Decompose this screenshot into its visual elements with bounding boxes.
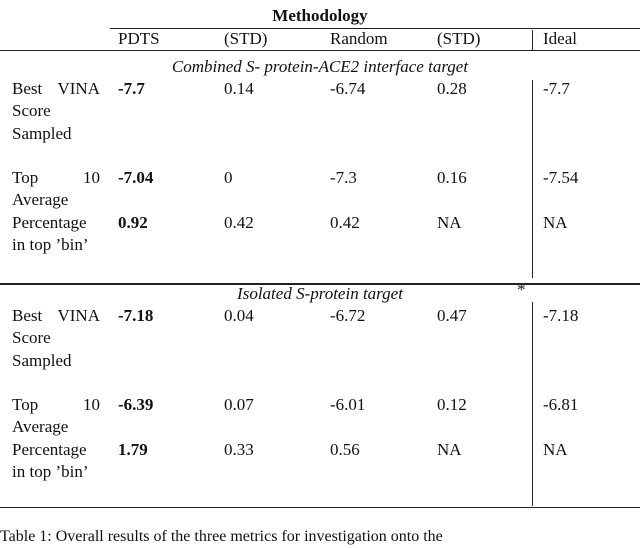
cell: 0.33 [224,440,254,459]
cell: 0.42 [330,213,360,232]
cell: 0.12 [437,395,467,414]
cell: NA [543,213,568,232]
cell: 0.47 [437,306,467,325]
cell: -6.81 [543,395,579,414]
cell: -7.7 [543,79,570,98]
cell: 0.92 [118,213,148,232]
row-label: Percentage in top ’bin’ [12,440,89,482]
cell: -6.01 [330,395,366,414]
cell: NA [437,213,462,232]
cell: 0.07 [224,395,254,414]
cell: 0.14 [224,79,254,98]
rule [0,507,640,508]
column-header: Random [330,29,388,48]
divider [532,30,533,50]
cell: -6.74 [330,79,366,98]
rule [0,283,640,285]
row-label: Best VINA Score Sampled [12,306,100,370]
cell: 0.04 [224,306,254,325]
cell: -7.54 [543,168,579,187]
section-caption: Combined S- protein-ACE2 interface targe… [171,57,469,76]
row-label: Best VINA Score Sampled [12,79,100,143]
row-label: Percentage in top ’bin’ [12,213,89,255]
column-header: Ideal [543,29,577,48]
cell: -6.39 [118,395,154,414]
cell: -6.72 [330,306,366,325]
table-title: Methodology [272,6,368,25]
column-header: (STD) [224,29,268,48]
cell: -7.7 [118,79,145,98]
cell: -7.3 [330,168,357,187]
row-label: Top 10 Average [12,395,100,437]
cell: 0.28 [437,79,467,98]
table-caption: Table 1: Overall results of the three me… [0,528,443,545]
cell: -7.18 [118,306,154,325]
cell: 0.42 [224,213,254,232]
column-header: (STD) [437,29,481,48]
rule [110,28,640,29]
divider [532,80,533,278]
cell: -7.04 [118,168,154,187]
divider [532,302,533,506]
cell: NA [437,440,462,459]
cell: 1.79 [118,440,148,459]
cell: 0 [224,168,233,187]
rule [0,50,640,51]
section-caption: Isolated S-protein target [237,284,403,303]
cell: -7.18 [543,306,579,325]
row-label: Top 10 Average [12,168,100,210]
cell: 0.56 [330,440,360,459]
cell: 0.16 [437,168,467,187]
cell: NA [543,440,568,459]
column-header: PDTS [118,29,160,48]
page: Methodology PDTS (STD) Random (STD) Ideal Com… [0,6,640,545]
section-mark: * [517,280,526,299]
